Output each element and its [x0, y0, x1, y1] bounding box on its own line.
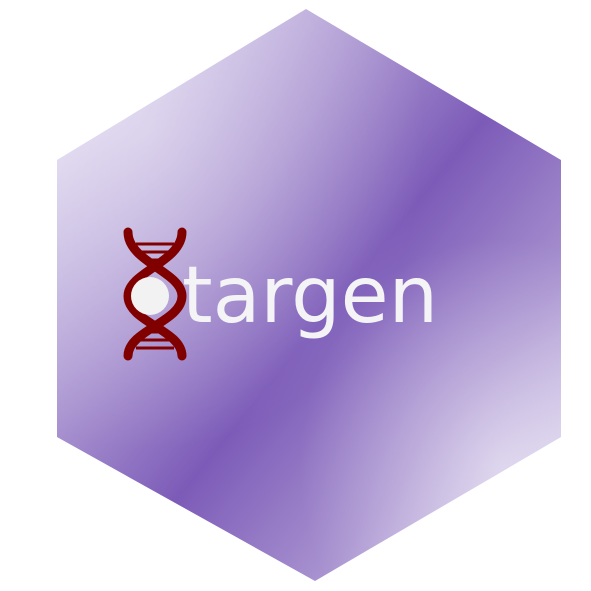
dna-center-dot [131, 277, 169, 315]
hex-sheen-lower [57, 9, 561, 581]
dna-helix-icon [123, 227, 187, 361]
logo-wordmark: targen [182, 251, 438, 341]
